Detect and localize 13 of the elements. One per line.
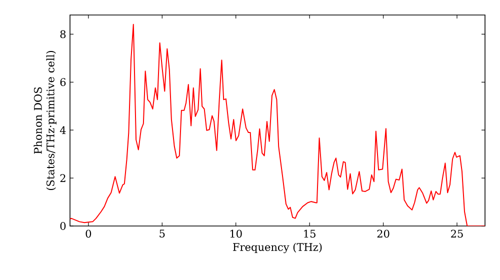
y-tick-label: 4 [60,126,66,134]
x-tick-label: 20 [377,230,390,238]
y-tick-label: 0 [60,222,66,230]
x-tick-label: 15 [304,230,316,238]
y-tick-label: 6 [60,78,66,86]
x-tick-label: 25 [451,230,463,238]
x-tick-label: 5 [160,230,165,238]
x-tick-label: 10 [230,230,242,238]
y-tick-label: 8 [60,30,66,38]
x-axis-title: Frequency (THz) [233,242,322,254]
x-tick-label: 0 [86,230,92,238]
y-axis-title: Phonon DOS (States/THz·primitive cell) [34,50,56,190]
y-tick-label: 2 [60,174,66,182]
